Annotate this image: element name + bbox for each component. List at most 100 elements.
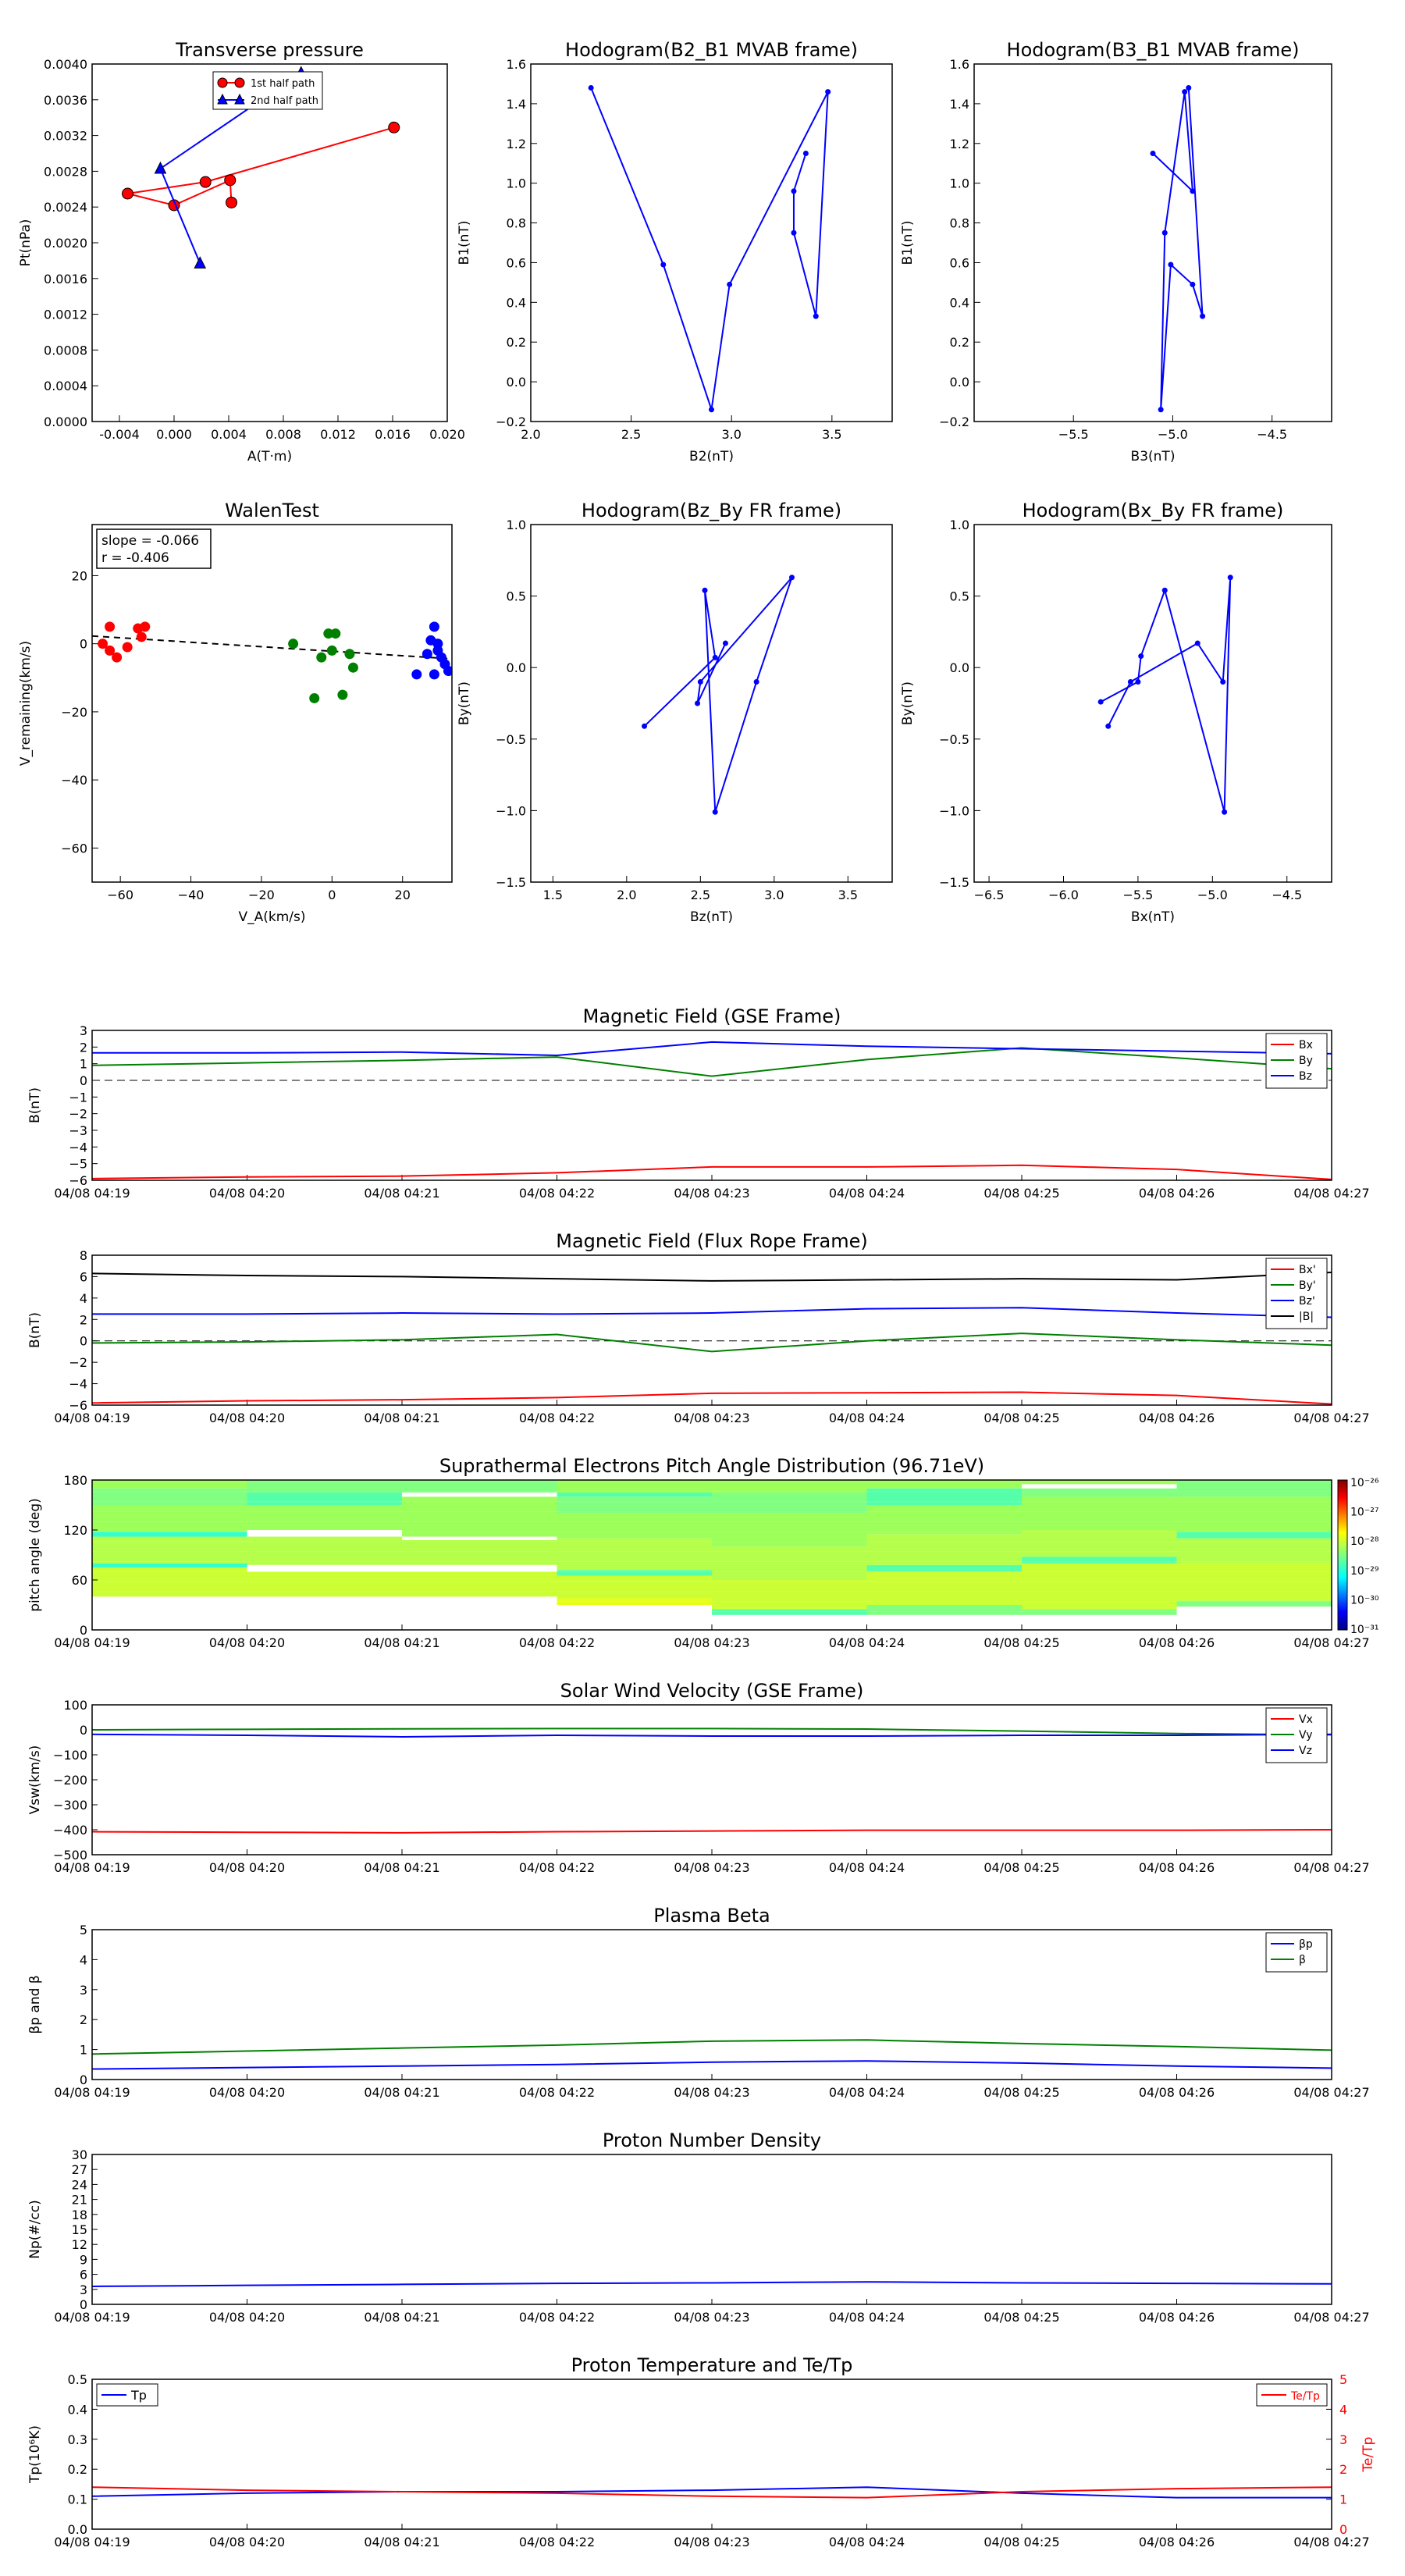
x-tick-label: 0.020 — [429, 427, 465, 442]
y-tick-label: −0.2 — [939, 415, 969, 429]
x-tick-label: 04/08 04:22 — [519, 1411, 595, 1425]
y-tick-label: 0.0028 — [44, 164, 87, 179]
data-point — [712, 809, 718, 815]
heatmap-cell — [866, 1605, 1023, 1615]
heatmap-cell — [1022, 1496, 1177, 1530]
heatmap-cell — [712, 1493, 867, 1514]
mag_gse-title: Magnetic Field (GSE Frame) — [583, 1005, 841, 1027]
hodo_bzby-title: Hodogram(Bz_By FR frame) — [582, 500, 841, 521]
walen-plot-area — [92, 621, 452, 703]
data-point — [1200, 313, 1206, 319]
x-tick-label: 04/08 04:23 — [674, 1860, 749, 1875]
temp-ylabel2: Te/Tp — [1361, 2437, 1376, 2473]
data-point — [330, 628, 341, 639]
transverse-frame — [91, 63, 448, 422]
y-tick-label: 9 — [80, 2252, 87, 2267]
beta-title: Plasma Beta — [653, 1905, 770, 1927]
hodo_b3b1-ylabel: B1(nT) — [900, 221, 916, 265]
walen-xlabel: V_A(km/s) — [238, 909, 305, 925]
heatmap-cell — [1176, 1496, 1332, 1532]
heatmap-cell — [247, 1480, 403, 1493]
data-point — [98, 639, 108, 649]
x-tick-label: 04/08 04:19 — [54, 2085, 130, 2100]
x-tick-label: 04/08 04:19 — [54, 1411, 130, 1425]
x-tick-label: 04/08 04:26 — [1139, 1635, 1215, 1650]
legend-marker — [234, 77, 245, 88]
x-tick-label: 04/08 04:20 — [209, 2535, 285, 2549]
data-point — [411, 669, 422, 680]
walen-ylabel: V_remaining(km/s) — [18, 641, 34, 766]
y-tick-label: 3 — [80, 1023, 87, 1038]
data-point — [337, 689, 348, 700]
data-point — [154, 161, 167, 174]
y-tick-label: 0.3 — [68, 2432, 87, 2447]
hodo_bzby-ylabel: By(nT) — [457, 681, 472, 725]
colorbar-tick-label: 10⁻²⁹ — [1350, 1565, 1379, 1578]
data-point — [791, 188, 797, 194]
hodo_bzby-frame — [530, 524, 893, 883]
x-tick-label: 04/08 04:24 — [829, 1411, 905, 1425]
y-tick-label: 0 — [80, 1723, 87, 1738]
data-point — [712, 654, 718, 660]
heatmap-cell — [1022, 1614, 1177, 1630]
hodo_bxby-frame — [973, 524, 1332, 883]
x-tick-label: −6.5 — [974, 888, 1005, 902]
data-point — [660, 262, 667, 268]
data-point — [1190, 281, 1196, 287]
y-tick-label: 0.5 — [950, 589, 969, 604]
heatmap-cell — [92, 1505, 247, 1532]
data-point — [1186, 85, 1192, 91]
x-tick-label: 04/08 04:20 — [209, 1186, 285, 1201]
y-tick-label: −400 — [53, 1823, 87, 1838]
x-tick-label: 3.0 — [764, 888, 784, 902]
heatmap-cell — [402, 1596, 557, 1630]
heatmap-cell — [712, 1480, 867, 1493]
y-tick-label: 1.2 — [507, 137, 526, 151]
pad-title: Suprathermal Electrons Pitch Angle Distr… — [439, 1455, 984, 1477]
heatmap-cell — [557, 1605, 713, 1630]
y2-tick-label: 3 — [1339, 2432, 1347, 2447]
y-tick-label: 120 — [63, 1523, 87, 1538]
x-tick-label: 04/08 04:25 — [984, 1635, 1059, 1650]
data-point — [709, 407, 714, 413]
heatmap-cell — [402, 1493, 557, 1497]
y-tick-label: 0.8 — [507, 216, 526, 231]
hodo_bxby-xlabel: Bx(nT) — [1131, 909, 1175, 925]
vsw-panel: Solar Wind Velocity (GSE Frame) 04/08 04:… — [27, 1680, 1370, 1875]
y-tick-label: −4 — [69, 1377, 87, 1392]
y-tick-label: 6 — [80, 1269, 87, 1284]
legend-label: Tp — [130, 2388, 147, 2403]
x-tick-label: 04/08 04:21 — [364, 2085, 439, 2100]
heatmap-cell — [1176, 1538, 1332, 1564]
y-tick-label: 21 — [72, 2193, 87, 2208]
x-tick-label: 04/08 04:24 — [829, 1635, 905, 1650]
y-tick-label: 0.0024 — [44, 200, 87, 215]
x-tick-label: −60 — [107, 888, 133, 902]
annotation-text: slope = -0.066 — [101, 533, 199, 549]
x-tick-label: 04/08 04:25 — [984, 1186, 1059, 1201]
x-tick-label: 0 — [328, 888, 336, 902]
transverse-title: Transverse pressure — [175, 39, 364, 61]
heatmap-cell — [1022, 1530, 1177, 1557]
x-tick-label: 04/08 04:26 — [1139, 2085, 1215, 2100]
x-tick-label: 04/08 04:22 — [519, 2310, 595, 2325]
data-point — [722, 640, 728, 646]
mag_gse-panel: Magnetic Field (GSE Frame) 04/08 04:19 04/… — [27, 1005, 1370, 1201]
y-tick-label: 4 — [80, 1291, 87, 1306]
x-tick-label: −6.0 — [1048, 888, 1079, 902]
data-point — [1190, 188, 1196, 194]
data-point — [105, 645, 116, 656]
heatmap-cell — [1176, 1606, 1332, 1630]
y-tick-label: 0.0 — [950, 375, 969, 390]
data-point — [1161, 587, 1168, 593]
y-tick-label: 0.2 — [68, 2462, 87, 2477]
y-tick-label: −1.0 — [496, 803, 526, 818]
y-tick-label: 0.0020 — [44, 236, 87, 251]
series-line — [91, 2060, 1332, 2070]
mag_fr-ylabel: B(nT) — [27, 1312, 43, 1348]
y-tick-label: 1.4 — [950, 97, 969, 112]
y2-tick-label: 5 — [1339, 2372, 1347, 2387]
x-tick-label: 04/08 04:22 — [519, 1635, 595, 1650]
